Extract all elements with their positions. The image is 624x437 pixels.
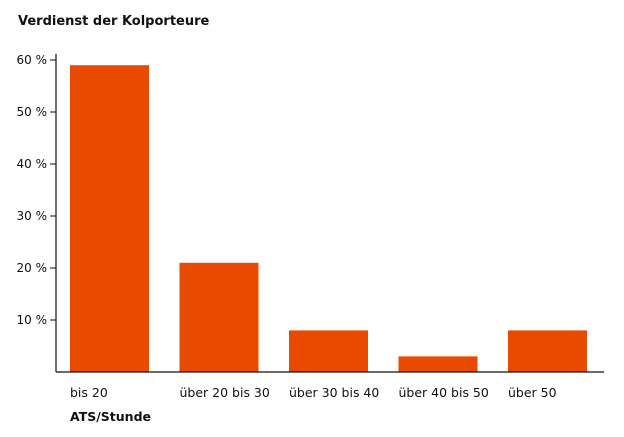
bar bbox=[508, 330, 587, 372]
bar bbox=[289, 330, 368, 372]
axes bbox=[55, 54, 604, 373]
x-axis-categories: bis 20 über 20 bis 30 über 30 bis 40 über 4… bbox=[70, 385, 557, 400]
x-axis-label: ATS/Stunde bbox=[70, 409, 151, 424]
bars bbox=[70, 65, 587, 372]
x-tick-label: über 40 bis 50 bbox=[399, 385, 489, 400]
y-tick-label: 10 % bbox=[17, 313, 48, 327]
x-tick-label: über 30 bis 40 bbox=[289, 385, 379, 400]
x-tick-label: über 20 bis 30 bbox=[180, 385, 270, 400]
bar bbox=[179, 262, 259, 372]
x-tick-label: bis 20 bbox=[70, 385, 108, 400]
y-tick-label: 30 % bbox=[17, 209, 48, 223]
y-axis-ticks: 10 % 20 % 30 % 40 % 50 % 60 % bbox=[17, 53, 56, 327]
bar bbox=[398, 356, 478, 372]
x-tick-label: über 50 bbox=[508, 385, 557, 400]
bar bbox=[70, 65, 149, 372]
y-tick-label: 60 % bbox=[17, 53, 48, 67]
y-tick-label: 40 % bbox=[17, 157, 48, 171]
y-tick-label: 50 % bbox=[17, 105, 48, 119]
chart-title: Verdienst der Kolporteure bbox=[18, 14, 210, 29]
y-tick-label: 20 % bbox=[17, 261, 48, 275]
